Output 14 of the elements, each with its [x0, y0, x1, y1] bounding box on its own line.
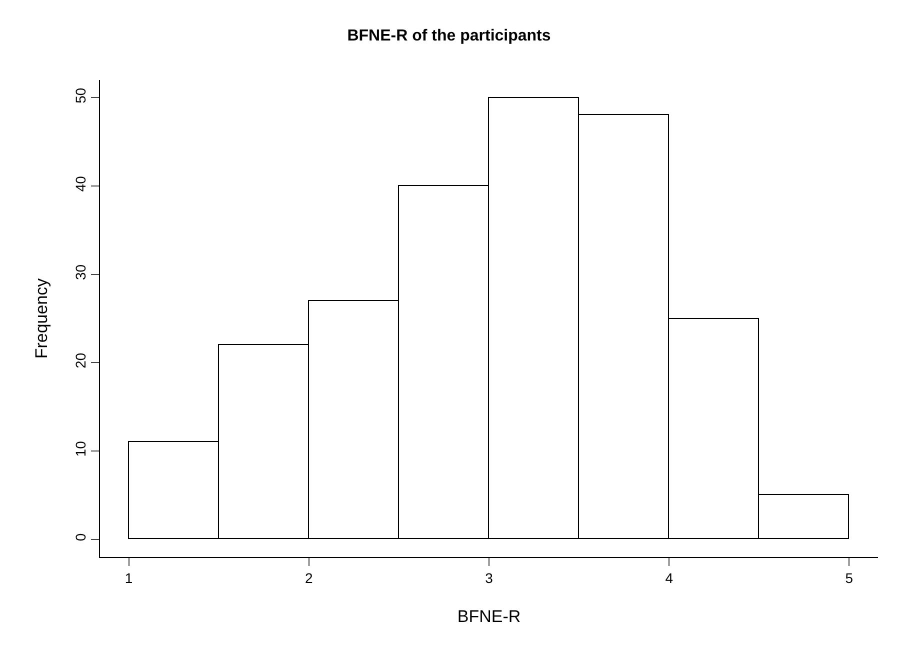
y-tick-label: 10: [72, 440, 88, 457]
y-tick-label: 40: [72, 176, 88, 192]
y-axis-title: Frequency: [32, 278, 51, 359]
y-tick-label: 20: [72, 352, 88, 368]
y-tick-label: 0: [72, 533, 88, 542]
chart-title: BFNE-R of the participants: [347, 28, 551, 45]
x-tick-label: 1: [124, 570, 133, 586]
x-axis-title: BFNE-R: [457, 607, 521, 626]
x-tick-label: 5: [845, 570, 854, 586]
y-tick-label: 50: [72, 88, 88, 104]
y-tick-label: 30: [72, 264, 88, 280]
x-tick-label: 4: [665, 570, 674, 586]
x-tick-label: 2: [305, 570, 314, 586]
x-tick-label: 3: [485, 570, 494, 586]
